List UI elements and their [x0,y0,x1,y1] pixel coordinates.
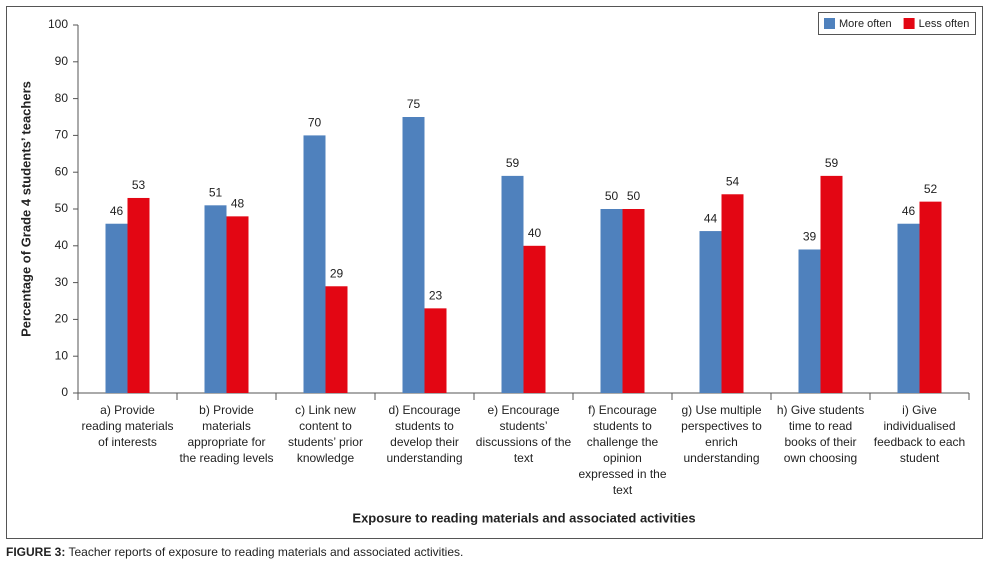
data-label: 59 [506,156,520,170]
x-tick-label: f) Encourage students to challenge the o… [578,403,667,497]
y-tick-label: 0 [61,385,68,399]
bar [204,205,227,393]
x-axis-label: Exposure to reading materials and associ… [352,510,695,525]
bar [424,308,447,393]
data-label: 40 [528,226,542,240]
y-tick-label: 20 [55,312,69,326]
data-label: 46 [902,204,916,218]
y-tick-label: 30 [55,275,69,289]
y-tick-label: 10 [55,348,69,362]
bar [402,117,425,393]
bar [897,223,920,393]
data-label: 48 [231,197,245,211]
data-label: 70 [308,116,322,130]
legend-swatch [824,18,835,29]
y-tick-label: 40 [55,238,69,252]
bar [523,245,546,393]
y-tick-label: 100 [48,17,68,31]
bar [919,201,942,393]
bar [127,197,150,393]
data-label: 29 [330,266,344,280]
bar [798,249,821,393]
bar [600,209,623,393]
data-label: 39 [803,230,817,244]
bar [303,135,326,393]
data-label: 75 [407,97,421,111]
x-tick-label: a) Provide reading materials of interest… [81,403,174,449]
y-tick-label: 50 [55,201,69,215]
bar [226,216,249,393]
x-tick-label: c) Link new content to students’ prior k… [288,403,363,465]
x-tick-label: b) Provide materials appropriate for the… [179,403,274,465]
data-label: 52 [924,182,938,196]
data-label: 44 [704,211,718,225]
legend-box [818,12,976,35]
x-tick-label: h) Give students time to read books of t… [776,403,865,465]
bar [501,175,524,393]
x-tick-label: i) Give individualised feedback to each … [873,403,966,465]
y-tick-label: 90 [55,54,69,68]
bar [699,231,722,393]
data-label: 50 [627,189,641,203]
bar [105,223,128,393]
data-label: 50 [605,189,619,203]
data-label: 59 [825,156,839,170]
y-axis-label: Percentage of Grade 4 students’ teachers [18,81,33,337]
data-label: 53 [132,178,146,192]
x-tick-label: g) Use multiple perspectives to enrich u… [681,403,762,465]
caption: FIGURE 3: Teacher reports of exposure to… [6,545,463,559]
x-tick-label: e) Encourage students’ discussions of th… [475,403,572,465]
y-tick-label: 70 [55,128,69,142]
bar [622,209,645,393]
bar [721,194,744,393]
legend-label: More often [839,18,892,30]
data-label: 54 [726,174,740,188]
x-tick-label: d) Encourage students to develop their u… [386,403,463,465]
data-label: 51 [209,185,223,199]
frame [6,6,983,539]
y-tick-label: 80 [55,91,69,105]
data-label: 46 [110,204,124,218]
bar [820,175,843,393]
bar [325,286,348,393]
y-tick-label: 60 [55,164,69,178]
figure-label: FIGURE 3: [6,545,66,559]
data-label: 23 [429,289,443,303]
legend-label: Less often [919,18,970,30]
caption-text: Teacher reports of exposure to reading m… [68,545,464,559]
legend-swatch [903,18,915,29]
